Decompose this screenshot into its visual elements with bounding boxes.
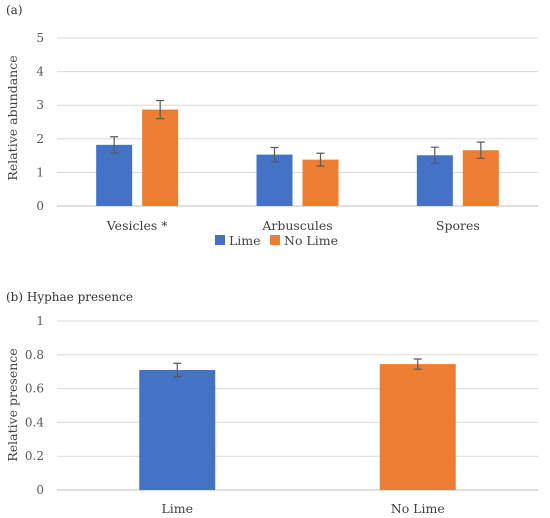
chart-a-gridlines [57, 37, 538, 207]
a-error-bar [476, 141, 485, 159]
chart-a-category-vesicles: Vesicles * [106, 218, 168, 233]
a-error-bar [156, 99, 165, 120]
bar-no-lime-vesicles [142, 109, 179, 206]
chart-a-category-spores: Spores [436, 218, 480, 233]
chart-b-category-labels: Lime No Lime [161, 501, 444, 516]
a-y-tick-label: 5 [36, 31, 44, 45]
chart-b-bars [139, 364, 456, 490]
a-y-tick-label: 1 [36, 165, 44, 179]
a-y-tick-label: 0 [36, 199, 44, 213]
b-y-tick-label: 0.8 [25, 348, 44, 362]
bar-no-lime-arbuscules [302, 159, 339, 206]
legend-label-no-lime: No Lime [284, 233, 338, 248]
bar-hyphae-no-lime [379, 364, 456, 490]
chart-b-panel-label: (b) Hyphae presence [6, 290, 133, 304]
bar-hyphae-lime [139, 370, 216, 490]
chart-a-category-labels: Vesicles * Arbuscules Spores [106, 218, 480, 233]
chart-b-category-lime: Lime [161, 501, 193, 516]
chart-b-error-bars [173, 358, 422, 378]
legend-swatch-lime [215, 235, 225, 245]
a-error-bar [430, 146, 439, 164]
a-error-bar [110, 136, 119, 154]
a-error-bar [316, 152, 325, 167]
chart-a-panel-label: (a) [6, 3, 23, 17]
chart-a-error-bars [110, 99, 485, 167]
b-y-tick-label: 1 [36, 314, 44, 328]
b-error-bar [173, 362, 182, 378]
chart-a: (a) 0 1 2 3 4 5 Vesicles * Arbuscules Spores Re… [5, 3, 538, 248]
chart-b-gridlines [57, 320, 538, 491]
bar-lime-vesicles [96, 144, 133, 206]
legend-swatch-no-lime [270, 235, 280, 245]
a-error-bar [270, 146, 279, 163]
b-y-tick-label: 0.6 [25, 382, 44, 396]
b-y-tick-label: 0.4 [25, 415, 44, 429]
chart-b: (b) Hyphae presence 0 0.2 0.4 0.6 0.8 1 Lime N… [5, 290, 538, 516]
bar-lime-arbuscules [256, 154, 293, 206]
b-y-tick-label: 0.2 [25, 449, 44, 463]
a-y-tick-label: 2 [36, 132, 44, 146]
chart-b-y-axis-label: Relative presence [5, 348, 20, 461]
chart-a-y-ticks: 0 1 2 3 4 5 [36, 31, 44, 213]
chart-a-category-arbuscules: Arbuscules [261, 218, 332, 233]
b-error-bar [413, 358, 422, 370]
a-y-tick-label: 3 [36, 98, 44, 112]
chart-a-legend: Lime No Lime [215, 233, 338, 248]
bar-no-lime-spores [462, 150, 499, 206]
chart-b-category-no-lime: No Lime [391, 501, 445, 516]
chart-b-y-ticks: 0 0.2 0.4 0.6 0.8 1 [25, 314, 44, 497]
legend-label-lime: Lime [229, 233, 261, 248]
chart-a-y-axis-label: Relative abundance [5, 55, 20, 180]
b-y-tick-label: 0 [36, 483, 44, 497]
a-y-tick-label: 4 [36, 65, 44, 79]
chart-a-bars [96, 109, 499, 206]
